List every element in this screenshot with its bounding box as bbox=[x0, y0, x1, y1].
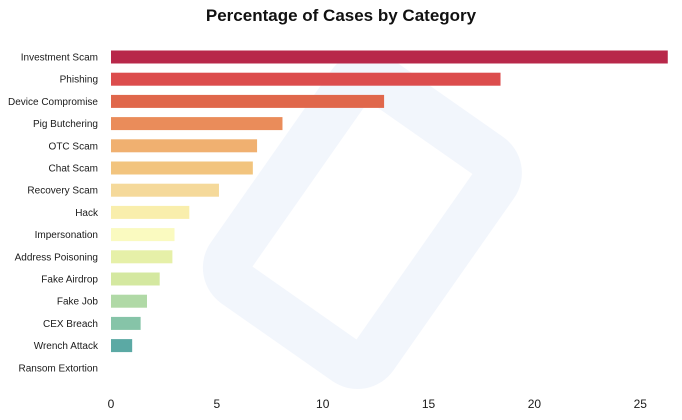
bar-cex-breach bbox=[111, 316, 141, 330]
x-tick-label: 0 bbox=[108, 397, 115, 411]
category-label-wrench-attack: Wrench Attack bbox=[34, 341, 99, 352]
bar-phishing bbox=[111, 72, 501, 86]
category-label-device-compromise: Device Compromise bbox=[8, 97, 98, 108]
watermark-logo bbox=[202, 51, 522, 390]
category-label-chat-scam: Chat Scam bbox=[49, 164, 98, 175]
category-label-phishing: Phishing bbox=[60, 75, 98, 86]
bar-fake-job bbox=[111, 294, 147, 308]
category-label-ransom-extortion: Ransom Extortion bbox=[19, 363, 98, 374]
category-label-impersonation: Impersonation bbox=[35, 230, 98, 241]
category-label-investment-scam: Investment Scam bbox=[21, 53, 98, 64]
bar-hack bbox=[111, 205, 190, 219]
bar-otc-scam bbox=[111, 139, 258, 153]
bar-fake-airdrop bbox=[111, 272, 160, 286]
x-tick-label: 20 bbox=[528, 397, 542, 411]
category-label-cex-breach: CEX Breach bbox=[43, 319, 98, 330]
category-label-fake-job: Fake Job bbox=[57, 297, 99, 308]
category-label-recovery-scam: Recovery Scam bbox=[27, 186, 98, 197]
bar-recovery-scam bbox=[111, 183, 219, 197]
category-label-otc-scam: OTC Scam bbox=[49, 141, 98, 152]
category-label-address-poisoning: Address Poisoning bbox=[15, 252, 98, 263]
bar-device-compromise bbox=[111, 94, 385, 108]
category-label-fake-airdrop: Fake Airdrop bbox=[41, 275, 98, 286]
chart-title: Percentage of Cases by Category bbox=[205, 6, 477, 25]
category-label-hack: Hack bbox=[75, 208, 99, 219]
bar-chat-scam bbox=[111, 161, 253, 175]
bar-impersonation bbox=[111, 228, 175, 242]
bar-address-poisoning bbox=[111, 250, 173, 264]
bar-pig-butchering bbox=[111, 117, 283, 131]
bar-investment-scam bbox=[111, 50, 668, 64]
x-tick-label: 15 bbox=[422, 397, 436, 411]
bar-wrench-attack bbox=[111, 339, 133, 353]
category-label-pig-butchering: Pig Butchering bbox=[33, 119, 98, 130]
x-tick-label: 5 bbox=[214, 397, 221, 411]
x-tick-label: 25 bbox=[634, 397, 648, 411]
x-tick-label: 10 bbox=[316, 397, 330, 411]
